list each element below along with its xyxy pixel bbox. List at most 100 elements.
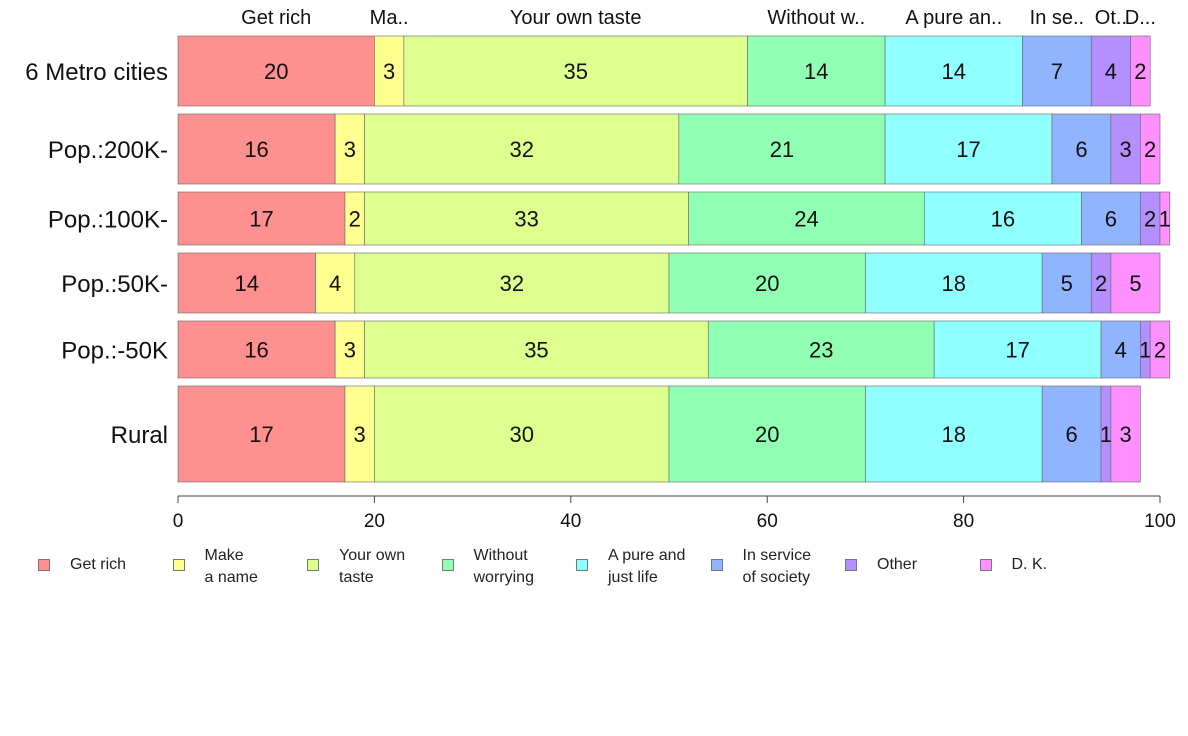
bar-get-rich-pop-200k [177,113,336,185]
category-label: Pop.:-50K [61,338,168,365]
data-label: 16 [991,207,1015,232]
x-tick-label: 60 [757,511,778,532]
data-label: 18 [942,271,966,296]
data-label: 14 [942,59,966,84]
data-label: 17 [249,422,273,447]
column-label-your-own-taste: Your own taste [510,7,642,29]
legend-label: Without worrying [473,547,534,586]
data-label: 3 [383,59,395,84]
category-label: Pop.:100K- [48,207,168,234]
bar-a-pure-and-just-life-rural [865,385,1043,483]
bar-in-service-of-society-pop-50k [1041,252,1092,314]
data-label: 20 [264,59,288,84]
bar-your-own-taste-6-metro-cities [403,35,748,107]
column-label-other: Ot.. [1095,7,1127,29]
bar-your-own-taste-pop-50k [364,320,709,379]
data-label: 2 [1144,207,1156,232]
data-label: 3 [344,137,356,162]
data-label: 23 [809,338,833,363]
bar-other-6-metro-cities [1090,35,1131,107]
data-label: 30 [509,422,533,447]
column-label-in-service-of-society: In se.. [1030,7,1084,29]
data-label: 2 [1134,59,1146,84]
x-tick-label: 40 [560,511,581,532]
legend-swatch [979,559,992,571]
x-tick-label: 100 [1144,511,1176,532]
data-label: 3 [1120,137,1132,162]
category-label: Rural [111,422,168,449]
legend-label: D. K. [1011,556,1048,573]
data-label: 6 [1105,207,1117,232]
legend-label: Your own taste [339,547,406,586]
column-label-d-k: D... [1125,7,1156,29]
data-label: 3 [1120,422,1132,447]
bar-d-k-6-metro-cities [1130,35,1151,107]
legend-swatch [38,559,50,571]
data-label: 3 [354,422,366,447]
legend-label: In service of society [742,547,811,586]
data-label: 4 [1105,59,1117,84]
column-label-get-rich: Get rich [241,7,311,29]
x-tick-label: 20 [364,511,385,532]
data-label: 17 [249,207,273,232]
data-label: 20 [755,271,779,296]
x-tick-label: 0 [173,511,184,532]
data-label: 16 [244,338,268,363]
legend-label: Other [877,556,918,573]
legend-swatch [307,559,319,571]
chart-legend: Get rich Make a name Your own taste Without… [38,545,1158,595]
data-label: 2 [1095,271,1107,296]
data-label: 2 [349,207,361,232]
data-label: 3 [344,338,356,363]
data-label: 2 [1144,137,1156,162]
legend-swatch [845,559,857,571]
legend-label: Get rich [70,556,127,573]
data-label: 4 [329,271,341,296]
bar-d-k-pop-100k [1159,191,1171,246]
bar-get-rich-6-metro-cities [177,35,375,107]
bar-get-rich-pop-50k [177,252,316,314]
bar-without-worrying-pop-50k [707,320,935,379]
bar-without-worrying-pop-100k [688,191,925,246]
bar-d-k-pop-50k [1110,252,1161,314]
data-label: 1 [1100,422,1112,447]
data-label: 1 [1159,207,1171,232]
legend-swatch [710,559,723,571]
bar-in-service-of-society-pop-100k [1081,191,1141,246]
x-tick-label: 80 [953,511,974,532]
data-label: 1 [1139,338,1151,363]
bar-get-rich-pop-50k [177,320,336,379]
bar-without-worrying-pop-200k [678,113,886,185]
legend-label: Make a name [204,547,258,586]
legend-label: A pure and just life [608,547,686,586]
data-label: 17 [1005,338,1029,363]
data-label: 4 [1115,338,1127,363]
data-label: 14 [804,59,828,84]
bar-without-worrying-pop-50k [668,252,866,314]
data-label: 20 [755,422,779,447]
data-label: 32 [509,137,533,162]
data-label: 2 [1154,338,1166,363]
bar-your-own-taste-pop-50k [354,252,670,314]
legend-swatch [172,559,185,571]
legend-swatch [441,559,454,571]
legend-swatch [576,559,588,571]
bar-a-pure-and-just-life-pop-200k [884,113,1053,185]
column-label-without-worrying: Without w.. [767,7,865,29]
data-label: 18 [942,422,966,447]
data-label: 16 [244,137,268,162]
column-label-a-pure-and-just-life: A pure an.. [905,7,1002,29]
category-label: Pop.:50K- [61,271,168,298]
data-label: 24 [794,207,818,232]
data-label: 35 [563,59,587,84]
bar-make-a-name-pop-50k [334,320,365,379]
bar-d-k-rural [1110,385,1141,483]
data-label: 35 [524,338,548,363]
bar-d-k-pop-50k [1149,320,1171,379]
bar-make-a-name-6-metro-cities [374,35,405,107]
data-label: 5 [1061,271,1073,296]
bar-in-service-of-society-pop-50k [1100,320,1141,379]
bar-your-own-taste-pop-100k [364,191,689,246]
data-label: 32 [500,271,524,296]
bar-without-worrying-rural [668,385,866,483]
